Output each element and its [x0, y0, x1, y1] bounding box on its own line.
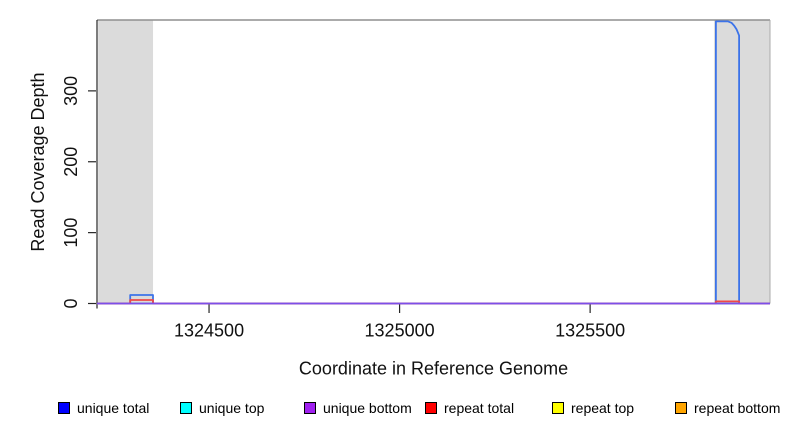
shaded-region [713, 20, 770, 304]
y-axis-title: Read Coverage Depth [28, 72, 48, 251]
x-tick-label: 1325000 [365, 321, 435, 341]
shaded-region [98, 20, 154, 304]
x-tick-label: 1325500 [555, 321, 625, 341]
series-line-unique-total [97, 20, 770, 305]
y-tick-label: 0 [61, 298, 81, 308]
x-axis-title: Coordinate in Reference Genome [299, 359, 568, 379]
x-tick-label: 1324500 [174, 321, 244, 341]
y-tick-label: 100 [61, 218, 81, 248]
y-tick-label: 300 [61, 76, 81, 106]
y-tick-label: 200 [61, 147, 81, 177]
